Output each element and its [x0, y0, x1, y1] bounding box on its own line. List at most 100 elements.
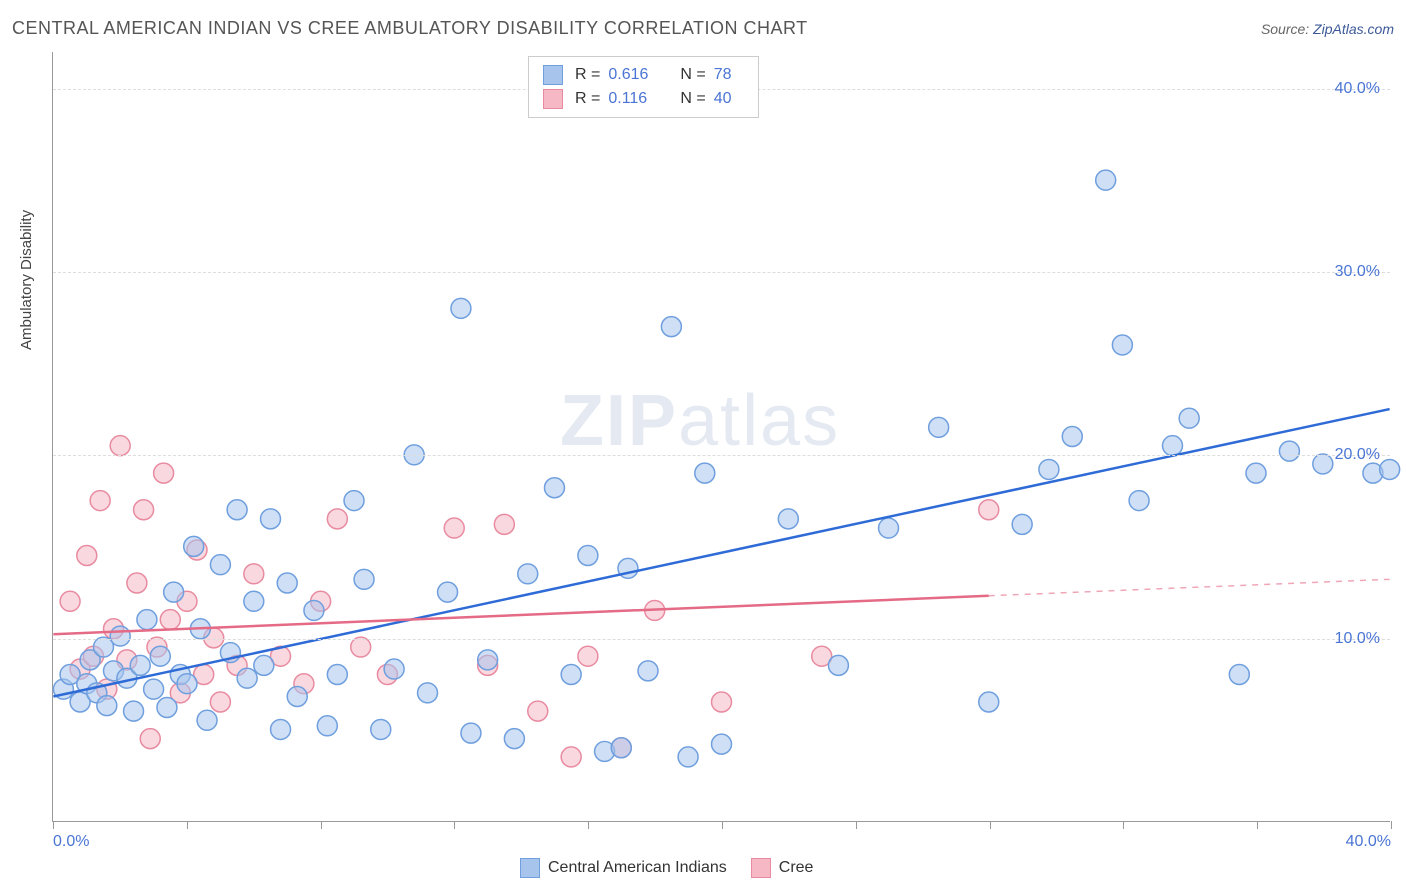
scatter-point-a	[261, 509, 281, 529]
regression-line-a	[53, 409, 1389, 696]
scatter-point-a	[929, 417, 949, 437]
scatter-point-b	[60, 591, 80, 611]
scatter-point-b	[979, 500, 999, 520]
xtick	[321, 821, 322, 829]
xtick	[856, 821, 857, 829]
scatter-point-b	[561, 747, 581, 767]
r-value-a: 0.616	[608, 66, 664, 84]
legend-item-a: Central American Indians	[520, 858, 727, 878]
legend-row-b: R = 0.116 N = 40	[543, 87, 744, 111]
scatter-point-a	[1039, 459, 1059, 479]
chart-svg	[53, 52, 1390, 821]
scatter-point-a	[210, 555, 230, 575]
scatter-point-b	[528, 701, 548, 721]
scatter-point-b	[154, 463, 174, 483]
scatter-point-b	[712, 692, 732, 712]
scatter-point-a	[611, 738, 631, 758]
scatter-point-a	[438, 582, 458, 602]
source-attribution: Source: ZipAtlas.com	[1261, 21, 1394, 37]
scatter-point-b	[110, 436, 130, 456]
scatter-point-a	[227, 500, 247, 520]
ytick-label: 30.0%	[1335, 263, 1380, 281]
scatter-point-a	[578, 546, 598, 566]
chart-title: CENTRAL AMERICAN INDIAN VS CREE AMBULATO…	[12, 18, 808, 39]
xtick	[722, 821, 723, 829]
scatter-point-b	[77, 546, 97, 566]
scatter-point-a	[1229, 665, 1249, 685]
scatter-point-a	[237, 668, 257, 688]
scatter-point-a	[354, 569, 374, 589]
scatter-point-b	[444, 518, 464, 538]
gridline	[53, 455, 1390, 456]
scatter-point-a	[661, 317, 681, 337]
scatter-point-a	[144, 679, 164, 699]
scatter-point-a	[451, 298, 471, 318]
gridline	[53, 639, 1390, 640]
swatch-a-icon	[543, 65, 563, 85]
xtick	[1123, 821, 1124, 829]
n-label: N =	[680, 66, 705, 84]
legend-label-a: Central American Indians	[548, 859, 727, 877]
chart-header: CENTRAL AMERICAN INDIAN VS CREE AMBULATO…	[12, 18, 1394, 39]
scatter-point-a	[157, 697, 177, 717]
scatter-point-a	[1112, 335, 1132, 355]
y-axis-label: Ambulatory Disability	[18, 210, 35, 350]
plot-area: 10.0%20.0%30.0%40.0%0.0%40.0%	[52, 52, 1390, 822]
scatter-point-a	[1062, 427, 1082, 447]
scatter-point-a	[461, 723, 481, 743]
scatter-point-a	[1163, 436, 1183, 456]
scatter-point-a	[712, 734, 732, 754]
r-label: R =	[575, 66, 600, 84]
scatter-point-a	[164, 582, 184, 602]
xtick	[588, 821, 589, 829]
scatter-point-a	[304, 600, 324, 620]
source-link[interactable]: ZipAtlas.com	[1313, 21, 1394, 37]
scatter-point-a	[384, 659, 404, 679]
scatter-point-a	[695, 463, 715, 483]
scatter-point-a	[1246, 463, 1266, 483]
ytick-label: 10.0%	[1335, 630, 1380, 648]
scatter-point-a	[137, 610, 157, 630]
xtick	[187, 821, 188, 829]
r-label: R =	[575, 90, 600, 108]
scatter-point-b	[494, 514, 514, 534]
n-value-b: 40	[714, 90, 744, 108]
swatch-a-icon	[520, 858, 540, 878]
swatch-b-icon	[751, 858, 771, 878]
scatter-point-a	[561, 665, 581, 685]
scatter-point-a	[504, 729, 524, 749]
xtick-label: 0.0%	[53, 833, 89, 851]
scatter-point-a	[478, 650, 498, 670]
scatter-point-a	[1313, 454, 1333, 474]
scatter-point-b	[327, 509, 347, 529]
legend-item-b: Cree	[751, 858, 814, 878]
scatter-point-a	[1129, 491, 1149, 511]
scatter-point-a	[287, 687, 307, 707]
scatter-point-a	[778, 509, 798, 529]
scatter-point-a	[1012, 514, 1032, 534]
scatter-point-a	[271, 719, 291, 739]
xtick	[990, 821, 991, 829]
scatter-point-a	[418, 683, 438, 703]
scatter-point-a	[197, 710, 217, 730]
scatter-point-a	[184, 536, 204, 556]
correlation-legend: R = 0.616 N = 78 R = 0.116 N = 40	[528, 56, 759, 118]
scatter-point-a	[327, 665, 347, 685]
swatch-b-icon	[543, 89, 563, 109]
source-prefix: Source:	[1261, 21, 1313, 37]
scatter-point-a	[177, 674, 197, 694]
xtick	[53, 821, 54, 829]
scatter-point-a	[344, 491, 364, 511]
scatter-point-a	[1380, 459, 1400, 479]
scatter-point-a	[828, 655, 848, 675]
regression-line-b-extrapolated	[989, 579, 1390, 595]
series-legend: Central American Indians Cree	[520, 858, 813, 878]
scatter-point-b	[160, 610, 180, 630]
scatter-point-a	[1279, 441, 1299, 461]
scatter-point-a	[1179, 408, 1199, 428]
scatter-point-b	[578, 646, 598, 666]
scatter-point-b	[127, 573, 147, 593]
scatter-point-b	[90, 491, 110, 511]
scatter-point-a	[317, 716, 337, 736]
scatter-point-a	[371, 719, 391, 739]
